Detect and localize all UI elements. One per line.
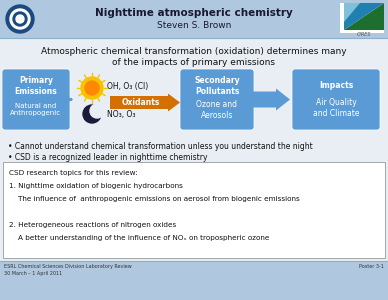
Text: NO₃, O₃: NO₃, O₃ — [107, 110, 135, 119]
Text: Natural and
Anthropogenic: Natural and Anthropogenic — [10, 103, 62, 116]
FancyArrow shape — [110, 94, 180, 112]
Circle shape — [16, 15, 24, 23]
Text: Nighttime atmospheric chemistry: Nighttime atmospheric chemistry — [95, 8, 293, 18]
Circle shape — [10, 9, 30, 29]
Text: Air Quality
and Climate: Air Quality and Climate — [313, 98, 359, 118]
Text: The influence of  anthropogenic emissions on aerosol from biogenic emissions: The influence of anthropogenic emissions… — [9, 196, 300, 202]
Circle shape — [90, 104, 104, 118]
Polygon shape — [344, 3, 384, 30]
Text: Secondary
Pollutants: Secondary Pollutants — [194, 76, 240, 96]
FancyBboxPatch shape — [180, 69, 254, 130]
Text: 30 March – 1 April 2011: 30 March – 1 April 2011 — [4, 271, 62, 276]
Text: Poster 3-1: Poster 3-1 — [359, 264, 384, 269]
Text: 2. Heterogeneous reactions of nitrogen oxides: 2. Heterogeneous reactions of nitrogen o… — [9, 222, 176, 228]
Text: Primary
Emissions: Primary Emissions — [15, 76, 57, 96]
Text: CSD research topics for this review:: CSD research topics for this review: — [9, 170, 138, 176]
Circle shape — [85, 81, 99, 95]
Circle shape — [6, 5, 34, 33]
Text: 1. Nighttime oxidation of biogenic hydrocarbons: 1. Nighttime oxidation of biogenic hydro… — [9, 183, 183, 189]
FancyBboxPatch shape — [2, 69, 70, 130]
Circle shape — [81, 77, 103, 99]
Text: Impacts: Impacts — [319, 82, 353, 91]
Circle shape — [83, 105, 101, 123]
Text: A better understanding of the influence of NOₓ on tropospheric ozone: A better understanding of the influence … — [9, 235, 269, 241]
Text: • CSD is a recognized leader in nighttime chemistry: • CSD is a recognized leader in nighttim… — [8, 153, 208, 162]
FancyBboxPatch shape — [292, 69, 380, 130]
Text: ESRL Chemical Sciences Division Laboratory Review: ESRL Chemical Sciences Division Laborato… — [4, 264, 132, 269]
Bar — [0, 0, 388, 38]
Circle shape — [13, 12, 27, 26]
Text: CIRES: CIRES — [357, 32, 371, 37]
Bar — [340, 3, 384, 33]
Text: • Cannot understand chemical transformation unless you understand the night: • Cannot understand chemical transformat… — [8, 142, 313, 151]
Polygon shape — [344, 3, 360, 22]
FancyArrow shape — [252, 88, 290, 110]
FancyBboxPatch shape — [3, 162, 385, 258]
Text: Steven S. Brown: Steven S. Brown — [157, 22, 231, 31]
Text: Ozone and
Aerosols: Ozone and Aerosols — [196, 100, 237, 120]
Text: of the impacts of primary emissions: of the impacts of primary emissions — [113, 58, 275, 67]
Polygon shape — [344, 3, 384, 30]
Text: OH, O₃ (Cl): OH, O₃ (Cl) — [107, 82, 148, 91]
Bar — [0, 261, 388, 300]
Text: Atmospheric chemical transformation (oxidation) determines many: Atmospheric chemical transformation (oxi… — [41, 47, 347, 56]
Text: Oxidants: Oxidants — [122, 98, 160, 107]
